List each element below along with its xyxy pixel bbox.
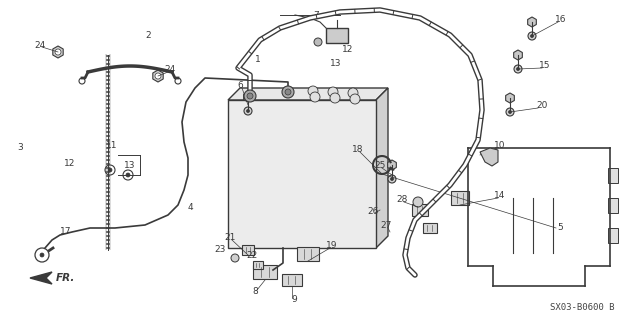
- Bar: [608, 168, 618, 183]
- Circle shape: [282, 86, 294, 98]
- Text: 25: 25: [374, 161, 385, 170]
- Text: 7: 7: [313, 11, 319, 20]
- Polygon shape: [480, 148, 498, 166]
- Text: 2: 2: [145, 31, 151, 41]
- Text: 3: 3: [17, 143, 23, 153]
- Text: FR.: FR.: [56, 273, 76, 283]
- Circle shape: [514, 65, 522, 73]
- Circle shape: [314, 38, 322, 46]
- Circle shape: [246, 109, 250, 113]
- Text: 27: 27: [380, 221, 392, 230]
- Text: 26: 26: [367, 206, 378, 215]
- Circle shape: [35, 248, 49, 262]
- Text: 24: 24: [164, 66, 176, 75]
- Circle shape: [55, 49, 61, 55]
- Text: 16: 16: [555, 15, 567, 25]
- Text: 22: 22: [246, 252, 258, 260]
- Circle shape: [244, 107, 252, 115]
- Circle shape: [328, 87, 338, 97]
- Polygon shape: [376, 88, 388, 248]
- Circle shape: [530, 35, 533, 37]
- Circle shape: [40, 253, 44, 257]
- Text: 11: 11: [106, 141, 117, 150]
- Polygon shape: [228, 88, 388, 100]
- Text: 12: 12: [64, 158, 76, 167]
- Bar: [297, 247, 319, 261]
- Bar: [228, 100, 376, 248]
- Circle shape: [310, 92, 320, 102]
- Circle shape: [175, 78, 181, 84]
- Text: 6: 6: [237, 82, 243, 91]
- Bar: [253, 265, 277, 279]
- Text: 13: 13: [330, 59, 342, 68]
- Text: 14: 14: [494, 191, 505, 201]
- Bar: [423, 223, 437, 233]
- Text: SX03-B0600 B: SX03-B0600 B: [551, 303, 615, 312]
- Bar: [451, 191, 469, 205]
- Circle shape: [413, 197, 423, 207]
- Circle shape: [244, 90, 256, 102]
- Text: 8: 8: [252, 287, 258, 297]
- Bar: [326, 28, 348, 43]
- Text: 18: 18: [352, 146, 364, 155]
- Circle shape: [108, 168, 112, 172]
- Circle shape: [391, 178, 394, 180]
- Bar: [242, 245, 254, 255]
- Circle shape: [285, 89, 291, 95]
- Text: 24: 24: [34, 41, 46, 50]
- Text: 21: 21: [224, 234, 236, 243]
- Circle shape: [509, 110, 512, 114]
- Text: 4: 4: [187, 203, 193, 212]
- Circle shape: [528, 32, 536, 40]
- Text: 28: 28: [396, 196, 408, 204]
- Text: 15: 15: [539, 61, 551, 70]
- Text: 12: 12: [342, 45, 354, 54]
- Text: 1: 1: [255, 55, 261, 65]
- Circle shape: [123, 170, 133, 180]
- Circle shape: [506, 108, 514, 116]
- Bar: [282, 274, 302, 286]
- Text: 20: 20: [537, 101, 547, 110]
- Circle shape: [308, 86, 318, 96]
- Circle shape: [330, 93, 340, 103]
- Bar: [253, 261, 263, 269]
- Text: 17: 17: [60, 228, 72, 236]
- Text: 13: 13: [124, 162, 136, 171]
- Circle shape: [247, 93, 253, 99]
- Circle shape: [126, 173, 130, 177]
- Circle shape: [350, 94, 360, 104]
- Circle shape: [231, 254, 239, 262]
- Circle shape: [516, 68, 519, 70]
- Text: 10: 10: [494, 141, 505, 150]
- Circle shape: [105, 165, 115, 175]
- Text: 19: 19: [326, 242, 338, 251]
- Bar: [412, 204, 428, 216]
- Circle shape: [79, 78, 85, 84]
- Bar: [608, 228, 618, 243]
- Circle shape: [388, 175, 396, 183]
- Polygon shape: [30, 272, 52, 284]
- Text: 9: 9: [291, 294, 297, 303]
- Circle shape: [155, 73, 161, 79]
- Text: 23: 23: [215, 245, 225, 254]
- Text: 5: 5: [557, 223, 563, 233]
- Circle shape: [348, 88, 358, 98]
- Bar: [608, 198, 618, 213]
